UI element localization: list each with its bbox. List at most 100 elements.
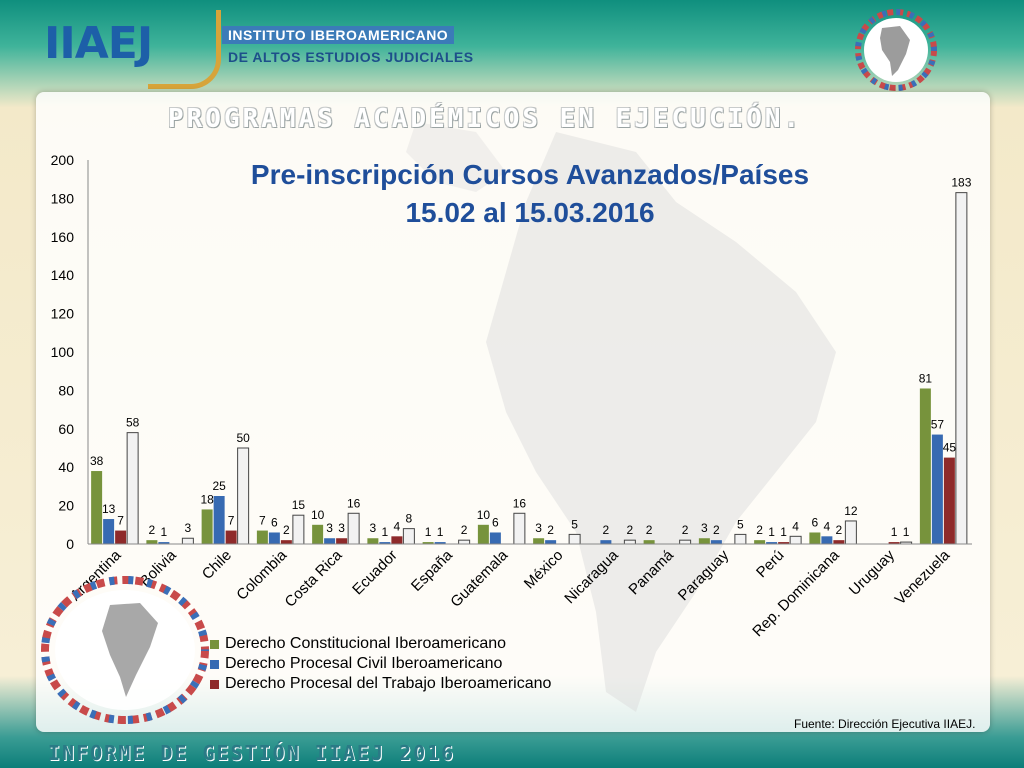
footer-title: INFORME DE GESTIÓN IIAEJ 2016 xyxy=(48,741,456,765)
data-label: 4 xyxy=(394,519,401,533)
section-heading: PROGRAMAS ACADÉMICOS EN EJECUCIÓN. xyxy=(168,104,803,134)
bar-argentina-s1 xyxy=(103,519,115,544)
x-tick-label: Costa Rica xyxy=(282,546,346,610)
legend-swatch-blue xyxy=(210,659,219,669)
data-label: 6 xyxy=(812,515,819,529)
y-tick-label: 40 xyxy=(58,459,74,475)
y-tick-label: 140 xyxy=(51,267,75,283)
bar-repdominicana-s3 xyxy=(844,520,857,545)
bar-panam-s0 xyxy=(643,540,655,544)
logo: IIAEJ xyxy=(44,18,153,69)
header: IIAEJ INSTITUTO IBEROAMERICANO DE ALTOS … xyxy=(0,0,1024,92)
bar-bolivia-s3 xyxy=(181,537,194,545)
data-label: 183 xyxy=(951,176,971,190)
data-label: 3 xyxy=(326,521,333,535)
data-label: 3 xyxy=(185,521,192,535)
data-label: 6 xyxy=(271,515,278,529)
y-tick-label: 60 xyxy=(58,421,74,437)
bar-per-s1 xyxy=(766,542,778,544)
data-label: 81 xyxy=(919,371,933,385)
bar-costarica-s3 xyxy=(347,512,360,545)
data-label: 2 xyxy=(603,523,610,537)
bar-colombia-s1 xyxy=(268,532,280,544)
bar-mxico-s0 xyxy=(533,538,545,544)
data-label: 38 xyxy=(90,454,104,468)
data-label: 5 xyxy=(571,517,578,531)
data-label: 2 xyxy=(836,523,843,537)
bar-per-s3 xyxy=(789,535,802,545)
map-background-icon xyxy=(406,122,836,712)
x-tick-label: Nicaragua xyxy=(561,546,622,607)
data-label: 2 xyxy=(547,523,554,537)
bar-colombia-s2 xyxy=(280,540,292,544)
bar-argentina-s3 xyxy=(126,432,139,545)
y-axis: 0 20 40 60 80 100 120 140 160 180 200 xyxy=(51,152,89,552)
x-tick-label: Perú xyxy=(753,547,787,581)
data-label: 45 xyxy=(943,441,957,455)
data-label: 50 xyxy=(236,431,250,445)
bar-espaa-s1 xyxy=(434,542,446,544)
x-tick-label: Colombia xyxy=(233,546,290,603)
data-label: 13 xyxy=(102,502,116,516)
data-label: 1 xyxy=(382,525,389,539)
bar-mxico-s1 xyxy=(545,540,557,544)
data-label: 5 xyxy=(737,517,744,531)
data-label: 2 xyxy=(682,523,689,537)
bar-espaa-s0 xyxy=(422,542,434,544)
bar-nicaragua-s1 xyxy=(600,540,612,544)
data-label: 2 xyxy=(713,523,720,537)
bar-bolivia-s0 xyxy=(146,540,158,544)
x-tick-label: México xyxy=(521,547,567,593)
data-label: 12 xyxy=(844,504,858,518)
content-panel: PROGRAMAS ACADÉMICOS EN EJECUCIÓN. xyxy=(36,92,990,732)
data-label: 1 xyxy=(780,525,787,539)
data-label: 4 xyxy=(824,519,831,533)
bar-chile-s3 xyxy=(237,447,250,545)
data-label: 1 xyxy=(891,525,898,539)
data-label: 1 xyxy=(437,525,444,539)
data-label: 7 xyxy=(228,514,235,528)
bar-venezuela-s3 xyxy=(955,192,968,545)
data-label: 3 xyxy=(535,521,542,535)
y-tick-label: 180 xyxy=(51,190,75,206)
data-label: 57 xyxy=(931,418,945,432)
logo-mark-icon xyxy=(148,10,221,89)
bar-bolivia-s1 xyxy=(158,542,170,544)
data-label: 10 xyxy=(311,508,325,522)
chart-title-line1: Pre-inscripción Cursos Avanzados/Países xyxy=(250,159,810,190)
bar-colombia-s3 xyxy=(292,514,305,545)
data-label: 7 xyxy=(259,514,266,528)
legend-label: Derecho Constitucional Iberoamericano xyxy=(225,635,507,652)
data-label: 1 xyxy=(903,525,910,539)
bar-repdominicana-s1 xyxy=(821,536,833,544)
institute-name-line2: DE ALTOS ESTUDIOS JUDICIALES xyxy=(228,49,474,65)
legend-label: Derecho Procesal Civil Iberoamericano xyxy=(225,655,503,672)
x-tick-label: Ecuador xyxy=(349,547,401,599)
bar-nicaragua-s3 xyxy=(623,539,636,545)
y-tick-label: 80 xyxy=(58,382,74,398)
data-label: 2 xyxy=(461,523,468,537)
y-tick-label: 0 xyxy=(66,536,74,552)
bar-costarica-s0 xyxy=(312,524,324,544)
bar-chile-s1 xyxy=(213,496,225,544)
legend-swatch-red xyxy=(210,679,219,689)
bar-venezuela-s1 xyxy=(931,434,943,544)
bar-panam-s3 xyxy=(679,539,692,545)
bar-venezuela-s0 xyxy=(919,388,931,544)
y-tick-label: 20 xyxy=(58,498,74,514)
data-label: 15 xyxy=(292,498,306,512)
x-tick-label: Panamá xyxy=(625,546,677,598)
bar-repdominicana-s0 xyxy=(809,532,821,544)
globe-flags-bottom-icon xyxy=(41,576,209,724)
bar-ecuador-s1 xyxy=(379,542,391,544)
data-label: 25 xyxy=(212,479,226,493)
data-label: 3 xyxy=(370,521,377,535)
data-label: 10 xyxy=(477,508,491,522)
y-tick-label: 200 xyxy=(51,152,75,168)
data-label: 2 xyxy=(627,523,634,537)
bar-espaa-s3 xyxy=(458,539,471,545)
bar-mxico-s3 xyxy=(568,533,581,545)
y-tick-label: 160 xyxy=(51,229,75,245)
bar-ecuador-s2 xyxy=(391,536,403,544)
data-label: 6 xyxy=(492,515,499,529)
